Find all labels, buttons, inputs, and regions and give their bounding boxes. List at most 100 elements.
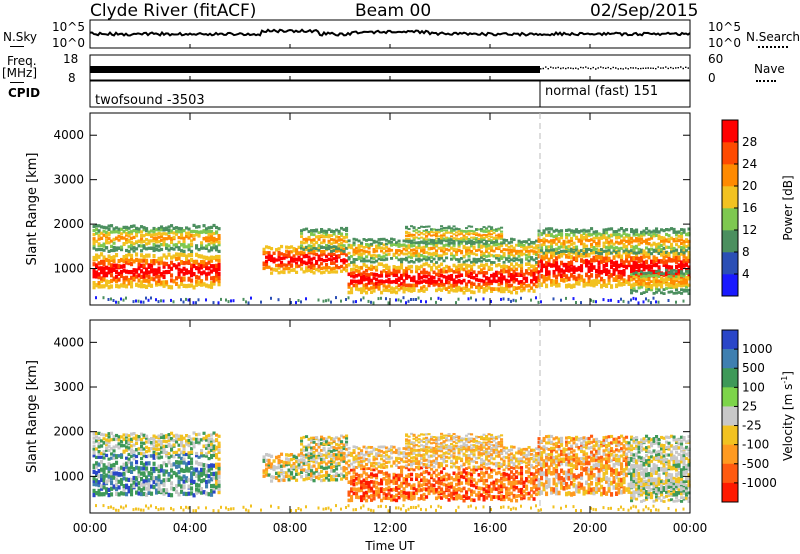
- velocity-cell: [342, 435, 346, 439]
- power-speckle: [295, 301, 297, 305]
- power-cell: [122, 268, 126, 273]
- power-cell: [492, 228, 496, 231]
- velocity-cell: [405, 484, 409, 488]
- power-cell: [480, 268, 484, 272]
- power-cell: [517, 242, 521, 246]
- velocity-cell: [397, 452, 401, 456]
- power-cell: [360, 280, 364, 285]
- power-cell: [142, 284, 146, 289]
- power-cell: [407, 237, 411, 240]
- velocity-cell: [302, 449, 306, 452]
- power-cell: [172, 226, 176, 230]
- power-cell: [507, 245, 511, 249]
- power-cell: [190, 278, 194, 283]
- velocity-speckle: [115, 508, 117, 512]
- power-cell: [577, 253, 581, 258]
- power-cell: [667, 274, 671, 278]
- velocity-cell: [177, 492, 181, 497]
- velocity-cell: [292, 475, 296, 480]
- power-cell: [352, 271, 356, 275]
- power-cell: [682, 239, 686, 243]
- velocity-cell: [342, 457, 346, 461]
- velocity-cell: [362, 485, 366, 490]
- power-cell: [432, 257, 436, 261]
- power-cell: [160, 280, 164, 285]
- power-cell: [660, 272, 664, 276]
- velocity-cell: [422, 470, 426, 475]
- power-cell: [100, 276, 104, 281]
- power-cell: [425, 262, 429, 266]
- power-cell: [115, 283, 119, 289]
- power-cell: [547, 270, 551, 275]
- power-cell: [645, 271, 649, 275]
- power-cell: [320, 245, 324, 249]
- velocity-cell: [330, 465, 334, 470]
- power-cell: [455, 283, 459, 287]
- power-cell: [180, 232, 184, 236]
- power-cell: [570, 284, 574, 289]
- power-cell: [655, 290, 659, 294]
- power-cell: [495, 254, 499, 257]
- velocity-cell: [377, 445, 381, 449]
- velocity-cell: [97, 488, 101, 493]
- velocity-cell: [422, 478, 426, 483]
- velocity-cell: [345, 436, 349, 440]
- power-cell: [687, 231, 691, 235]
- power-cell: [355, 264, 359, 269]
- power-speckle: [122, 298, 125, 302]
- power-cell: [375, 281, 379, 286]
- velocity-speckle: [335, 504, 337, 508]
- power-cell: [310, 241, 314, 244]
- power-cell: [447, 285, 451, 289]
- velocity-cell: [427, 488, 431, 492]
- power-cell: [602, 249, 606, 253]
- power-cell: [425, 270, 429, 275]
- power-cell: [547, 240, 551, 244]
- power-cell: [380, 242, 384, 245]
- power-cell: [292, 259, 296, 263]
- power-cell: [390, 280, 394, 284]
- power-cell: [562, 250, 566, 256]
- power-cell: [420, 270, 424, 275]
- nsearch-label: N.Search: [746, 30, 800, 44]
- power-cell: [160, 243, 164, 247]
- power-cell: [130, 253, 134, 258]
- power-speckle: [277, 298, 280, 302]
- power-cell: [192, 233, 196, 238]
- velocity-cell: [422, 437, 426, 440]
- power-cell: [655, 277, 659, 282]
- power-cell: [555, 237, 559, 241]
- power-cell: [537, 263, 541, 268]
- power-cell: [565, 274, 569, 279]
- power-speckle: [180, 298, 182, 302]
- velocity-cell: [295, 465, 299, 469]
- velocity-cell: [380, 498, 384, 503]
- velocity-speckle: [117, 508, 120, 512]
- power-cell: [350, 279, 354, 283]
- velocity-cell: [337, 456, 341, 461]
- power-cell: [545, 254, 549, 260]
- power-cell: [632, 289, 636, 292]
- power-cell: [125, 231, 129, 236]
- velocity-cell: [300, 458, 304, 462]
- velocity-cell: [360, 485, 364, 490]
- power-speckle: [352, 300, 355, 304]
- velocity-cell: [185, 439, 189, 443]
- power-cell: [340, 234, 344, 237]
- power-cell: [100, 266, 104, 271]
- velocity-cell: [207, 440, 211, 444]
- power-cell: [95, 283, 99, 288]
- power-cell: [430, 241, 434, 244]
- power-cell: [465, 248, 469, 252]
- power-cell: [680, 282, 684, 288]
- velocity-cell: [175, 472, 179, 477]
- power-cell: [615, 236, 619, 240]
- velocity-cell: [110, 473, 114, 478]
- velocity-cell: [120, 455, 124, 459]
- power-cell: [97, 237, 101, 241]
- power-cell: [530, 245, 534, 249]
- velocity-cell: [410, 497, 414, 501]
- velocity-cell: [125, 445, 129, 449]
- power-cell: [122, 276, 126, 281]
- velocity-cell: [417, 454, 421, 457]
